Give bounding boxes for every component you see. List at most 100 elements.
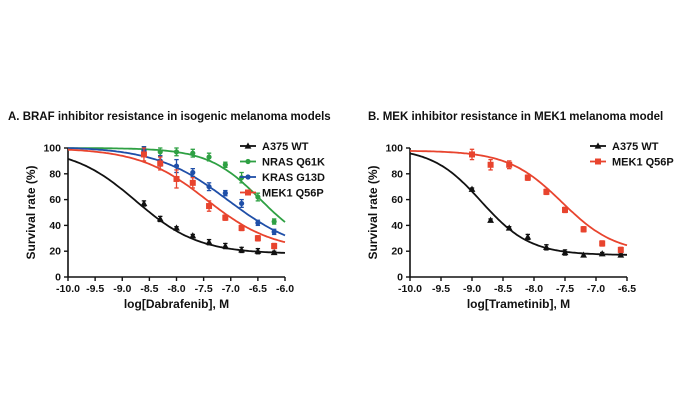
series-kras-g13d bbox=[67, 146, 286, 237]
legend-marker bbox=[594, 142, 602, 149]
x-tick-label: -7.5 bbox=[195, 283, 213, 295]
y-axis-label: Survival rate (%) bbox=[24, 165, 38, 259]
x-tick-label: -8.5 bbox=[140, 283, 158, 295]
data-point bbox=[580, 251, 587, 258]
chart-panel-a: A. BRAF inhibitor resistance in isogenic… bbox=[8, 111, 331, 311]
fit-curve bbox=[67, 158, 286, 254]
y-tick-label: 20 bbox=[391, 246, 403, 258]
data-point bbox=[254, 235, 261, 242]
data-point bbox=[255, 220, 261, 226]
data-point bbox=[599, 240, 606, 247]
legend-marker bbox=[245, 174, 251, 180]
fit-curve bbox=[409, 152, 627, 256]
data-point bbox=[598, 250, 606, 257]
x-tick-label: -10.0 bbox=[398, 283, 422, 295]
legend-label: A375 WT bbox=[262, 141, 309, 153]
series-a375-wt bbox=[409, 152, 627, 258]
chart-title: A. BRAF inhibitor resistance in isogenic… bbox=[8, 111, 331, 123]
legend-marker bbox=[245, 158, 251, 165]
data-point bbox=[271, 243, 278, 250]
data-point bbox=[506, 161, 513, 168]
data-point bbox=[254, 247, 262, 254]
data-point bbox=[140, 151, 147, 158]
x-tick-label: -9.0 bbox=[113, 283, 131, 295]
y-tick-label: 100 bbox=[385, 143, 403, 155]
y-tick-label: 40 bbox=[391, 220, 403, 232]
data-point bbox=[173, 224, 180, 231]
data-point bbox=[271, 218, 277, 225]
data-point bbox=[189, 179, 196, 186]
x-tick-label: -8.0 bbox=[167, 283, 185, 295]
data-point bbox=[561, 248, 569, 256]
series-mek1-q56p bbox=[409, 148, 628, 254]
data-point bbox=[173, 149, 180, 155]
data-point bbox=[238, 224, 245, 231]
x-tick-label: -9.5 bbox=[86, 283, 104, 295]
legend-label: MEK1 Q56P bbox=[262, 188, 324, 200]
legend-label: NRAS Q61K bbox=[262, 157, 325, 169]
chart-title: B. MEK inhibitor resistance in MEK1 mela… bbox=[368, 111, 663, 123]
data-point bbox=[190, 150, 196, 156]
legend-item: MEK1 Q56P bbox=[240, 188, 324, 200]
data-point bbox=[189, 232, 197, 239]
series-a375-wt bbox=[67, 158, 286, 256]
y-tick-label: 60 bbox=[391, 194, 403, 206]
series-mek1-q56p bbox=[67, 147, 286, 250]
x-tick-label: -6.0 bbox=[276, 283, 294, 295]
legend-marker bbox=[245, 189, 251, 196]
data-point bbox=[156, 215, 164, 222]
data-point bbox=[206, 203, 213, 210]
data-point bbox=[562, 206, 568, 213]
x-axis-label: log[Trametinib], M bbox=[467, 297, 570, 311]
x-tick-label: -7.0 bbox=[587, 283, 605, 295]
x-tick-label: -6.5 bbox=[249, 283, 267, 295]
data-point bbox=[580, 226, 587, 233]
data-point bbox=[206, 184, 212, 190]
x-tick-label: -6.5 bbox=[618, 283, 636, 295]
y-tick-label: 80 bbox=[391, 168, 403, 180]
x-tick-label: -9.0 bbox=[463, 283, 481, 295]
x-tick-label: -8.5 bbox=[494, 283, 512, 295]
legend-label: A375 WT bbox=[612, 141, 659, 153]
legend-marker bbox=[244, 142, 252, 149]
data-point bbox=[524, 174, 531, 181]
legend-item: NRAS Q61K bbox=[240, 157, 325, 169]
data-point bbox=[543, 243, 550, 250]
y-tick-label: 40 bbox=[49, 220, 61, 232]
x-tick-label: -8.0 bbox=[525, 283, 543, 295]
data-point bbox=[190, 169, 196, 176]
data-point bbox=[524, 233, 532, 240]
x-axis-label: log[Dabrafenib], M bbox=[124, 297, 229, 311]
data-point bbox=[206, 154, 212, 160]
x-tick-label: -7.5 bbox=[556, 283, 574, 295]
data-point bbox=[205, 238, 213, 245]
y-tick-label: 60 bbox=[49, 194, 61, 206]
data-point bbox=[221, 242, 229, 249]
y-tick-label: 100 bbox=[43, 143, 61, 155]
data-point bbox=[487, 216, 494, 223]
data-point bbox=[505, 224, 513, 231]
data-point bbox=[222, 214, 229, 221]
data-point bbox=[222, 162, 228, 168]
legend-item: KRAS G13D bbox=[240, 172, 325, 184]
data-point bbox=[617, 251, 625, 258]
fit-curve bbox=[409, 150, 628, 247]
legend-label: KRAS G13D bbox=[262, 172, 325, 184]
data-point bbox=[173, 175, 180, 182]
chart-panel-b: B. MEK inhibitor resistance in MEK1 mela… bbox=[366, 111, 674, 311]
data-point bbox=[468, 185, 476, 192]
data-point bbox=[140, 199, 148, 207]
data-point bbox=[238, 246, 245, 253]
data-point bbox=[173, 163, 180, 169]
x-tick-label: -7.0 bbox=[222, 283, 240, 295]
y-axis-label: Survival rate (%) bbox=[366, 165, 380, 259]
data-point bbox=[270, 248, 278, 256]
data-point bbox=[543, 188, 550, 195]
x-tick-label: -10.0 bbox=[56, 283, 80, 295]
data-point bbox=[157, 160, 164, 167]
data-point bbox=[271, 229, 277, 235]
legend-item: A375 WT bbox=[240, 141, 309, 153]
legend-marker bbox=[595, 158, 601, 165]
data-point bbox=[469, 151, 475, 158]
